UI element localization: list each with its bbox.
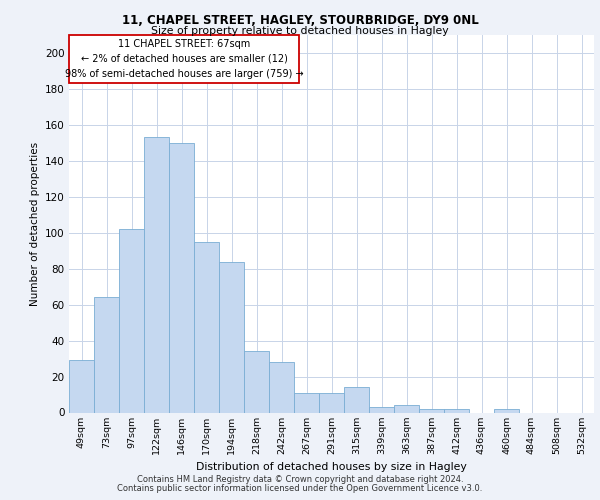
Bar (344, 388, 369, 412)
Bar (69, 360, 94, 412)
Bar (219, 262, 244, 412)
Bar (319, 392, 344, 412)
Bar (269, 362, 294, 412)
Text: Contains HM Land Registry data © Crown copyright and database right 2024.: Contains HM Land Registry data © Crown c… (137, 475, 463, 484)
Bar (369, 407, 394, 412)
Bar (394, 406, 419, 412)
X-axis label: Distribution of detached houses by size in Hagley: Distribution of detached houses by size … (196, 462, 467, 472)
Text: 11 CHAPEL STREET: 67sqm
← 2% of detached houses are smaller (12)
98% of semi-det: 11 CHAPEL STREET: 67sqm ← 2% of detached… (65, 39, 304, 78)
Y-axis label: Number of detached properties: Number of detached properties (29, 142, 40, 306)
Bar (444, 409, 469, 412)
Text: Size of property relative to detached houses in Hagley: Size of property relative to detached ho… (151, 26, 449, 36)
Bar (244, 352, 269, 412)
Bar (144, 138, 169, 412)
Bar (419, 409, 444, 412)
FancyBboxPatch shape (69, 35, 299, 82)
Text: Contains public sector information licensed under the Open Government Licence v3: Contains public sector information licen… (118, 484, 482, 493)
Text: 11, CHAPEL STREET, HAGLEY, STOURBRIDGE, DY9 0NL: 11, CHAPEL STREET, HAGLEY, STOURBRIDGE, … (122, 14, 478, 27)
Bar (169, 143, 194, 412)
Bar (94, 298, 119, 412)
Bar (494, 409, 519, 412)
Bar (119, 229, 144, 412)
Bar (294, 392, 319, 412)
Bar (194, 242, 219, 412)
